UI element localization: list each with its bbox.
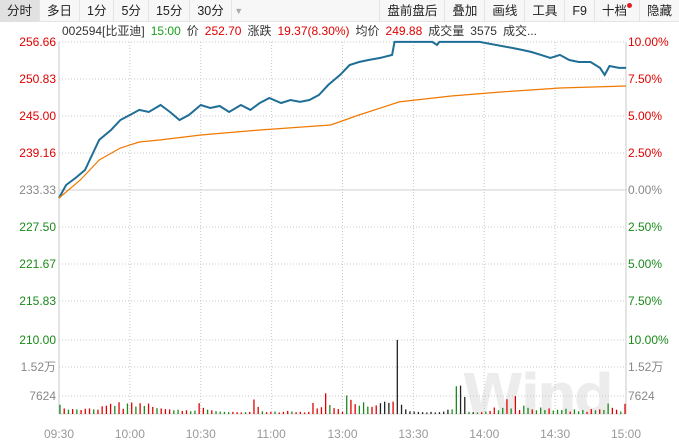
tab-1min[interactable]: 1分: [80, 0, 115, 22]
pct-tick: 0.00%: [628, 183, 663, 197]
pct-tick: 10.00%: [628, 35, 669, 49]
change-value: 19.37(8.30%): [277, 24, 350, 38]
price-value: 252.70: [204, 24, 242, 38]
time-tick: 13:30: [398, 427, 429, 441]
tools-button[interactable]: 工具: [525, 0, 566, 22]
time-tick: 10:00: [114, 427, 145, 441]
volume-tick-right: 1.52万: [628, 360, 664, 374]
tab-intraday[interactable]: 分时: [0, 0, 41, 22]
quote-time: 15:00: [150, 24, 181, 38]
stock-code: 002594[比亚迪]: [62, 24, 145, 38]
chevron-down-icon[interactable]: ▼: [234, 6, 244, 16]
notification-dot-icon: [626, 3, 632, 8]
avg-value: 249.88: [385, 24, 423, 38]
pct-tick: 5.00%: [628, 109, 663, 123]
pct-tick: 7.50%: [628, 72, 663, 86]
time-tick: 13:00: [327, 427, 358, 441]
volume-tick: 210.00: [19, 333, 56, 347]
overlay-button[interactable]: 叠加: [445, 0, 486, 22]
price-label: 价: [186, 24, 199, 38]
time-tick: 14:30: [540, 427, 571, 441]
volume-label: 成交量: [428, 24, 465, 38]
toolbar-spacer: [246, 0, 381, 21]
tab-30min[interactable]: 30分: [190, 0, 232, 22]
toolbar: 分时 多日 1分 5分 15分 30分 ▼ 盘前盘后 叠加 画线 工具 F9 十…: [0, 0, 679, 22]
price-tick: 245.00: [19, 109, 56, 123]
time-tick: 10:30: [185, 427, 216, 441]
quote-info: 002594[比亚迪] 15:00 价 252.70 涨跌 19.37(8.30%) 均价 2…: [62, 23, 543, 39]
volume-tick: 7624: [29, 389, 56, 403]
price-tick: 250.83: [19, 72, 56, 86]
price-tick: 227.50: [19, 220, 56, 234]
time-tick: 14:00: [469, 427, 500, 441]
pct-tick: 5.00%: [628, 257, 663, 271]
hide-button[interactable]: 隐藏: [646, 4, 672, 18]
tab-5min[interactable]: 5分: [114, 0, 149, 22]
avg-label: 均价: [355, 24, 380, 38]
pct-tick: 2.50%: [628, 220, 663, 234]
pre-post-market-button[interactable]: 盘前盘后: [380, 0, 446, 22]
price-tick: 256.66: [19, 35, 56, 49]
time-tick: 15:00: [611, 427, 642, 441]
draw-line-button[interactable]: 画线: [485, 0, 526, 22]
volume-value: 3575: [470, 24, 497, 38]
price-tick: 233.33: [19, 183, 56, 197]
volume-tick: 1.52万: [20, 360, 56, 374]
average-price-line: [58, 85, 627, 199]
volume-tick-right: 7624: [628, 389, 655, 403]
f9-button[interactable]: F9: [565, 0, 595, 22]
volume-tick-right: 10.00%: [628, 333, 669, 347]
time-tick: 09:30: [44, 427, 75, 441]
price-line: [58, 40, 626, 199]
more-label: 成交...: [502, 24, 537, 38]
pct-tick: 7.50%: [628, 294, 663, 308]
level10-label: 十档: [601, 4, 627, 18]
price-tick: 221.67: [19, 257, 56, 271]
price-tick: 215.83: [19, 294, 56, 308]
tab-15min[interactable]: 15分: [149, 0, 191, 22]
change-label: 涨跌: [247, 24, 272, 38]
pct-tick: 2.50%: [628, 146, 663, 160]
level10-button[interactable]: 十档: [595, 0, 640, 22]
tab-multiday[interactable]: 多日: [40, 0, 81, 22]
time-tick: 11:00: [256, 427, 286, 441]
price-tick: 239.16: [19, 146, 56, 160]
